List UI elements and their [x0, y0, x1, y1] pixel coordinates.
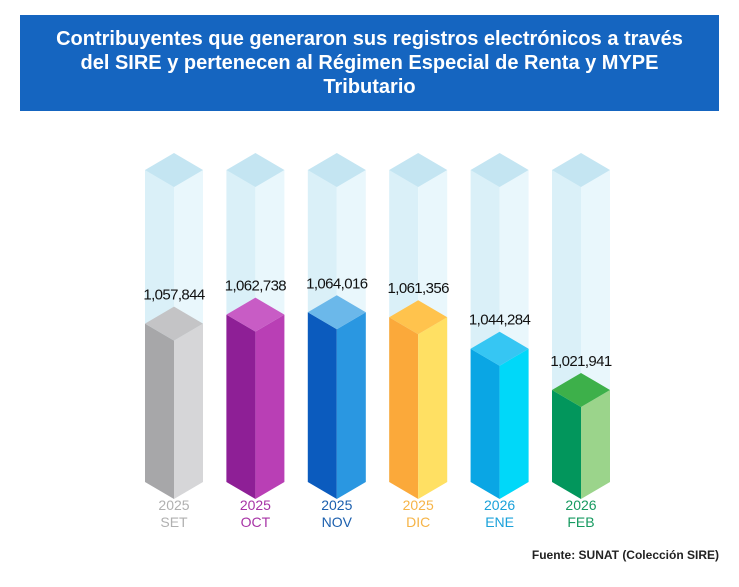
bar-side [336, 312, 366, 499]
bar-side [418, 317, 448, 499]
bar [145, 323, 174, 499]
bar [552, 389, 581, 499]
column-background-top [552, 153, 610, 187]
column-background-top [226, 153, 285, 187]
x-tick-label-year: 2026 [565, 497, 596, 513]
source-note: Fuente: SUNAT (Colección SIRE) [531, 548, 719, 562]
x-tick-label-month: OCT [241, 514, 271, 530]
data-label: 1,062,738 [225, 278, 287, 295]
x-tick-label-month: DIC [406, 514, 430, 530]
x-tick-label-year: 2025 [321, 497, 352, 513]
x-tick-label-year: 2025 [240, 497, 271, 513]
data-label: 1,064,016 [306, 275, 368, 292]
x-tick-label-year: 2025 [403, 497, 434, 513]
bar-side [581, 389, 610, 499]
title-banner: Contribuyentes que generaron sus registr… [20, 15, 719, 111]
bar [389, 317, 419, 499]
column-background-top [389, 153, 448, 187]
bar-top [552, 372, 610, 407]
bar-top [226, 297, 285, 332]
bar [470, 348, 500, 499]
bar-top [470, 331, 529, 366]
bar-side [174, 323, 203, 499]
bar [226, 314, 256, 499]
column-background-top [307, 153, 366, 187]
x-tick-label-month: NOV [322, 514, 353, 530]
bar [307, 312, 337, 499]
bar-top [145, 306, 203, 341]
data-label: 1,044,284 [469, 312, 531, 329]
data-label: 1,021,941 [550, 353, 612, 370]
data-label: 1,057,844 [143, 287, 205, 304]
bar-top [389, 300, 448, 335]
bar-top [307, 295, 366, 330]
bar-side [499, 348, 529, 499]
chart-title: Contribuyentes que generaron sus registr… [56, 28, 683, 98]
bar-side [255, 314, 285, 499]
x-tick-label-year: 2026 [484, 497, 515, 513]
x-tick-label-month: ENE [485, 514, 514, 530]
x-tick-label-month: SET [160, 514, 188, 530]
x-tick-label-month: FEB [567, 514, 594, 530]
data-label: 1,061,356 [388, 280, 450, 297]
x-tick-label-year: 2025 [158, 497, 189, 513]
column-background-top [470, 153, 529, 187]
column-background-top [145, 153, 203, 187]
